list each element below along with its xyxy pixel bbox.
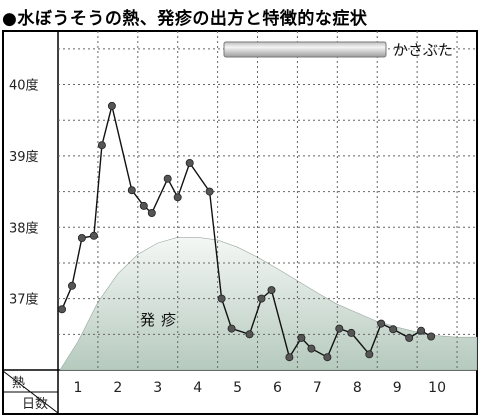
fever-point <box>405 333 414 342</box>
x-tick-label: 6 <box>273 380 282 396</box>
fever-point <box>417 326 426 335</box>
y-tick-label: 37度 <box>9 292 39 308</box>
scab-label: かさぶた <box>393 41 453 59</box>
plot-frame <box>2 30 478 415</box>
x-axis-label-days: 日数 <box>22 397 48 412</box>
fever-point <box>77 233 86 242</box>
fever-point <box>185 158 194 167</box>
fever-point <box>285 353 294 362</box>
fever-point <box>347 328 356 337</box>
fever-point <box>217 294 226 303</box>
fever-point <box>227 324 236 333</box>
fever-line <box>61 105 432 359</box>
fever-point <box>147 208 156 217</box>
y-tick-label: 39度 <box>9 149 39 165</box>
x-tick-label: 8 <box>353 380 362 396</box>
fever-point <box>335 324 344 333</box>
fever-point <box>127 186 136 195</box>
chart-title: ●水ぼうそうの熱、発疹の出方と特徴的な症状 <box>2 9 368 29</box>
x-tick-label: 1 <box>73 380 82 396</box>
fever-point <box>58 305 67 314</box>
rash-label: 発疹 <box>140 311 182 329</box>
fever-point <box>377 319 386 328</box>
x-axis-label-fever: 熱 <box>12 376 25 391</box>
scab-bar <box>223 41 387 58</box>
x-tick-label: 2 <box>113 380 122 396</box>
fever-point <box>173 193 182 202</box>
fever-point <box>163 174 172 183</box>
fever-point <box>267 286 276 295</box>
y-tick-label: 40度 <box>9 78 39 94</box>
axis-label-slash <box>2 370 59 414</box>
fever-point <box>389 325 398 334</box>
x-tick-label: 4 <box>193 380 202 396</box>
rash-area <box>59 237 478 371</box>
fever-point <box>97 141 106 150</box>
fever-point <box>139 201 148 210</box>
fever-point <box>297 333 306 342</box>
fever-point <box>257 294 266 303</box>
fever-point <box>205 187 214 196</box>
fever-point <box>323 353 332 362</box>
x-tick-label: 5 <box>233 380 242 396</box>
fever-point <box>307 344 316 353</box>
y-tick-label: 38度 <box>9 220 39 236</box>
fever-point <box>365 350 374 359</box>
fever-point <box>245 330 254 339</box>
fever-point <box>427 332 436 341</box>
x-tick-label: 9 <box>393 380 402 396</box>
fever-point <box>107 101 116 110</box>
fever-point <box>68 281 77 290</box>
x-tick-label: 3 <box>153 380 162 396</box>
fever-point <box>89 231 98 240</box>
x-tick-label: 7 <box>313 380 322 396</box>
x-tick-label: 10 <box>428 380 446 396</box>
